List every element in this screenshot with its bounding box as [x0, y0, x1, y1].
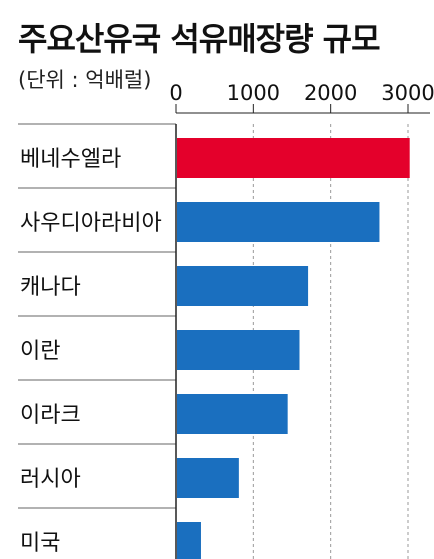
category-label: 러시아	[20, 467, 81, 492]
category-label: 미국	[20, 531, 60, 556]
chart-title: 주요산유국 석유매장량 규모	[18, 20, 381, 58]
x-axis-ticks: 0 1000 2000 3000	[169, 81, 434, 114]
bar-3	[177, 330, 300, 370]
category-label: 이란	[20, 339, 60, 364]
category-label: 이라크	[20, 403, 81, 428]
bar-4	[177, 394, 288, 434]
bar-6	[177, 522, 201, 559]
bar-1	[177, 202, 380, 242]
tick-label: 0	[169, 81, 182, 105]
bar-0	[177, 138, 410, 178]
tick-label: 3000	[381, 81, 434, 105]
category-label: 베네수엘라	[20, 147, 121, 172]
bar-2	[177, 266, 309, 306]
tick-label: 1000	[227, 81, 280, 105]
row-dividers	[18, 123, 176, 509]
category-label: 캐나다	[20, 275, 81, 300]
category-label: 사우디아라비아	[20, 211, 162, 236]
bar-5	[177, 458, 239, 498]
tick-label: 2000	[304, 81, 357, 105]
bars	[177, 138, 410, 559]
chart-subtitle: (단위 : 억배럴)	[18, 68, 152, 92]
